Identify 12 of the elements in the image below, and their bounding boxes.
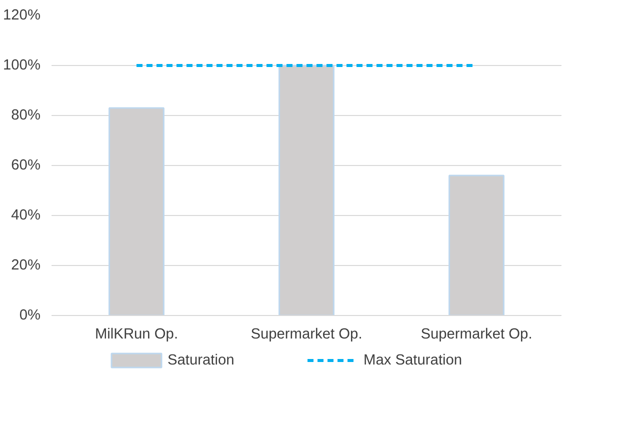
legend-label: Max Saturation [364, 352, 462, 368]
y-tick-label: 60% [11, 158, 41, 174]
y-tick-label: 80% [11, 108, 41, 124]
y-tick-label: 0% [19, 308, 41, 324]
y-tick-label: 20% [11, 258, 41, 274]
y-tick-label: 100% [3, 58, 41, 74]
y-tick-label: 40% [11, 208, 41, 224]
y-tick-label: 120% [3, 8, 41, 24]
x-tick-label: Supermarket Op. [420, 326, 532, 342]
x-tick-label: Supermarket Op. [250, 326, 362, 342]
x-tick-label: MilKRun Op. [94, 326, 178, 342]
legend-label: Saturation [168, 352, 234, 368]
